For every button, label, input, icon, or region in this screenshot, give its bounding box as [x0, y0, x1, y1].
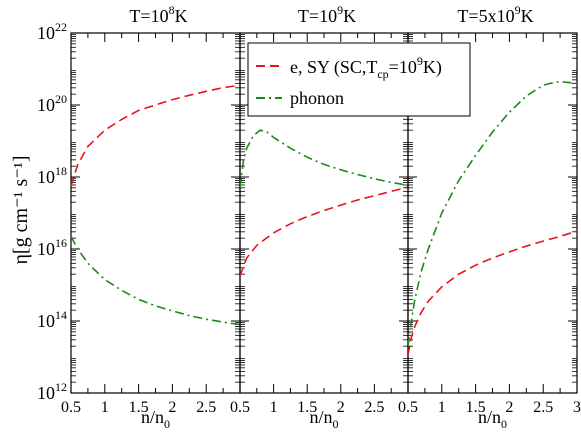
- x-tick-label: 2: [337, 399, 345, 416]
- x-tick-label: 0.5: [230, 399, 250, 416]
- y-tick-label: 1016: [37, 236, 67, 259]
- y-axis: 1012 1014 1016 1018 1020 1022: [37, 20, 67, 403]
- legend-label-phonon: phonon: [290, 88, 344, 108]
- panel-3: 0.5 1 1.5 2 2.5 3 T=5x109K n/n0: [398, 3, 581, 431]
- series-phonon: [240, 129, 408, 188]
- series-phonon: [71, 236, 240, 326]
- series-phonon: [408, 80, 577, 347]
- y-tick-label: 1022: [37, 20, 67, 43]
- legend-box: [247, 42, 471, 117]
- panel-1: 0.5 1 1.5 2 2.5 T=108K n/n0: [61, 3, 241, 431]
- series-electron: [240, 186, 408, 277]
- y-axis-label-text: η[g cm⁻¹ s⁻¹]: [10, 155, 32, 264]
- x-tick-label: 1: [101, 399, 109, 416]
- x-tick-label: 3: [573, 399, 581, 416]
- plot-frame: [70, 32, 241, 394]
- series-electron: [71, 84, 240, 187]
- y-axis-label: η[g cm⁻¹ s⁻¹]: [10, 155, 32, 264]
- legend-label-electron: e, SY (SC,Tcp=109K): [290, 54, 442, 81]
- y-tick-label: 1020: [37, 92, 67, 115]
- y-tick-label: 1014: [37, 308, 67, 331]
- panel-2: 0.5 1 1.5 2 2.5 T=109K n/n0: [230, 3, 409, 431]
- x-tick-label: 2: [505, 399, 513, 416]
- x-axis-label: n/n0: [141, 407, 170, 431]
- x-tick-label: 1: [270, 399, 278, 416]
- panel-title: T=109K: [298, 3, 356, 26]
- x-tick-label: 2.5: [533, 399, 553, 416]
- x-axis-label: n/n0: [478, 407, 507, 431]
- legend: e, SY (SC,Tcp=109K) phonon: [247, 42, 471, 117]
- x-tick-label: 1: [438, 399, 446, 416]
- y-tick-label: 1012: [37, 380, 67, 403]
- x-tick-label: 1.5: [466, 399, 486, 416]
- x-tick-label: 0.5: [61, 399, 81, 416]
- panel-title: T=108K: [129, 3, 187, 26]
- x-tick-label: 2.5: [364, 399, 384, 416]
- x-tick-label: 0.5: [398, 399, 418, 416]
- series-electron: [408, 230, 577, 356]
- y-tick-label: 1018: [37, 164, 67, 187]
- panel-title: T=5x109K: [457, 3, 533, 26]
- x-axis-label: n/n0: [309, 407, 338, 431]
- x-tick-label: 1.5: [297, 399, 317, 416]
- x-tick-label: 2.5: [196, 399, 216, 416]
- x-tick-label: 2: [168, 399, 176, 416]
- x-tick-label: 1.5: [129, 399, 149, 416]
